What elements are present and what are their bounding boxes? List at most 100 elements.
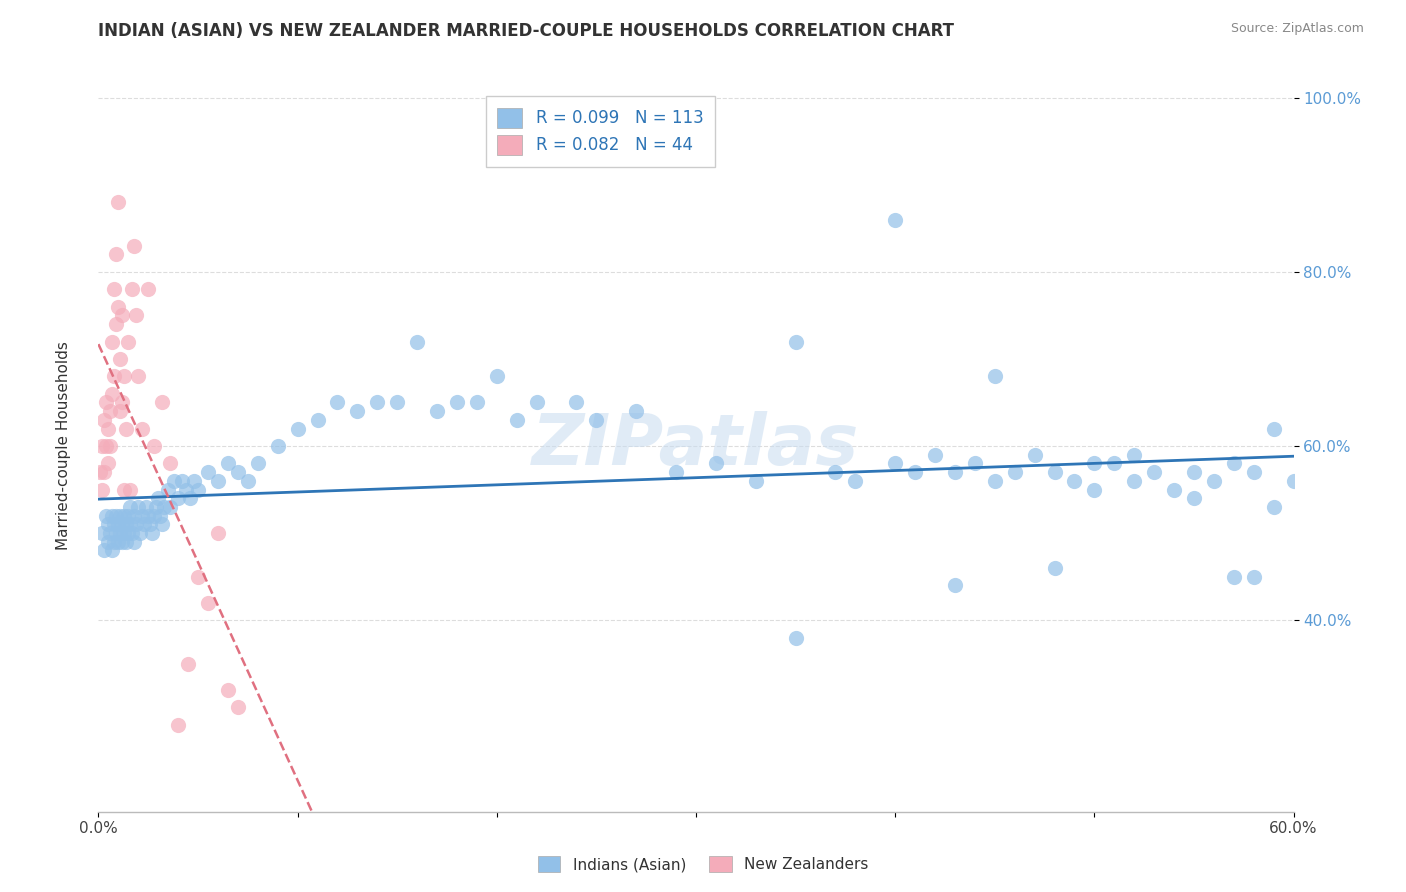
Point: [1043, 465, 1066, 479]
Point: [217, 682, 239, 697]
Point: [115, 421, 138, 435]
Point: [267, 439, 290, 453]
Point: [134, 517, 156, 532]
Point: [97, 517, 120, 532]
Point: [1202, 474, 1225, 488]
Point: [111, 534, 134, 549]
Point: [226, 465, 249, 479]
Point: [984, 474, 1007, 488]
Point: [785, 631, 807, 645]
Point: [183, 474, 205, 488]
Point: [1083, 457, 1105, 471]
Point: [187, 483, 209, 497]
Point: [111, 395, 134, 409]
Point: [97, 457, 120, 471]
Point: [112, 369, 135, 384]
Point: [366, 395, 388, 409]
Point: [129, 526, 152, 541]
Point: [150, 395, 173, 409]
Text: INDIAN (ASIAN) VS NEW ZEALANDER MARRIED-COUPLE HOUSEHOLDS CORRELATION CHART: INDIAN (ASIAN) VS NEW ZEALANDER MARRIED-…: [98, 22, 955, 40]
Point: [943, 465, 966, 479]
Point: [131, 508, 153, 523]
Point: [167, 717, 190, 731]
Point: [1223, 569, 1246, 583]
Point: [1223, 457, 1246, 471]
Point: [1182, 491, 1205, 506]
Point: [446, 395, 468, 409]
Point: [105, 526, 128, 541]
Point: [105, 508, 128, 523]
Point: [236, 474, 259, 488]
Point: [145, 500, 167, 514]
Point: [143, 439, 166, 453]
Point: [1163, 483, 1185, 497]
Point: [197, 465, 219, 479]
Point: [704, 457, 727, 471]
Point: [89, 465, 111, 479]
Point: [101, 334, 124, 349]
Point: [136, 508, 159, 523]
Point: [120, 500, 142, 514]
Point: [1143, 465, 1166, 479]
Point: [785, 334, 807, 349]
Point: [103, 534, 125, 549]
Point: [127, 500, 149, 514]
Point: [117, 334, 139, 349]
Point: [179, 491, 201, 506]
Point: [125, 517, 148, 532]
Point: [1083, 483, 1105, 497]
Point: [110, 526, 132, 541]
Point: [1123, 474, 1146, 488]
Point: [163, 474, 186, 488]
Point: [884, 457, 907, 471]
Text: Source: ZipAtlas.com: Source: ZipAtlas.com: [1230, 22, 1364, 36]
Point: [111, 517, 134, 532]
Point: [120, 517, 142, 532]
Point: [1263, 421, 1285, 435]
Point: [112, 483, 135, 497]
Point: [346, 404, 368, 418]
Point: [101, 508, 124, 523]
Point: [91, 439, 114, 453]
Point: [141, 526, 163, 541]
Point: [124, 508, 146, 523]
Point: [1004, 465, 1026, 479]
Point: [115, 534, 138, 549]
Point: [167, 491, 190, 506]
Point: [97, 421, 120, 435]
Point: [120, 483, 142, 497]
Point: [465, 395, 488, 409]
Point: [93, 543, 115, 558]
Point: [924, 448, 946, 462]
Point: [103, 517, 125, 532]
Point: [174, 483, 197, 497]
Point: [824, 465, 846, 479]
Point: [93, 413, 115, 427]
Point: [426, 404, 449, 418]
Point: [149, 508, 172, 523]
Point: [177, 657, 200, 671]
Legend: Indians (Asian), New Zealanders: Indians (Asian), New Zealanders: [530, 848, 876, 880]
Point: [98, 404, 122, 418]
Point: [565, 395, 588, 409]
Point: [107, 534, 129, 549]
Point: [91, 526, 114, 541]
Point: [745, 474, 768, 488]
Point: [107, 195, 129, 210]
Point: [984, 369, 1007, 384]
Point: [98, 439, 122, 453]
Point: [217, 457, 239, 471]
Point: [136, 282, 159, 296]
Point: [107, 517, 129, 532]
Point: [1123, 448, 1146, 462]
Point: [107, 300, 129, 314]
Point: [112, 526, 135, 541]
Point: [153, 500, 176, 514]
Text: Married-couple Households: Married-couple Households: [56, 342, 70, 550]
Point: [127, 369, 149, 384]
Point: [115, 517, 138, 532]
Point: [112, 508, 135, 523]
Point: [159, 500, 181, 514]
Point: [157, 483, 180, 497]
Point: [526, 395, 548, 409]
